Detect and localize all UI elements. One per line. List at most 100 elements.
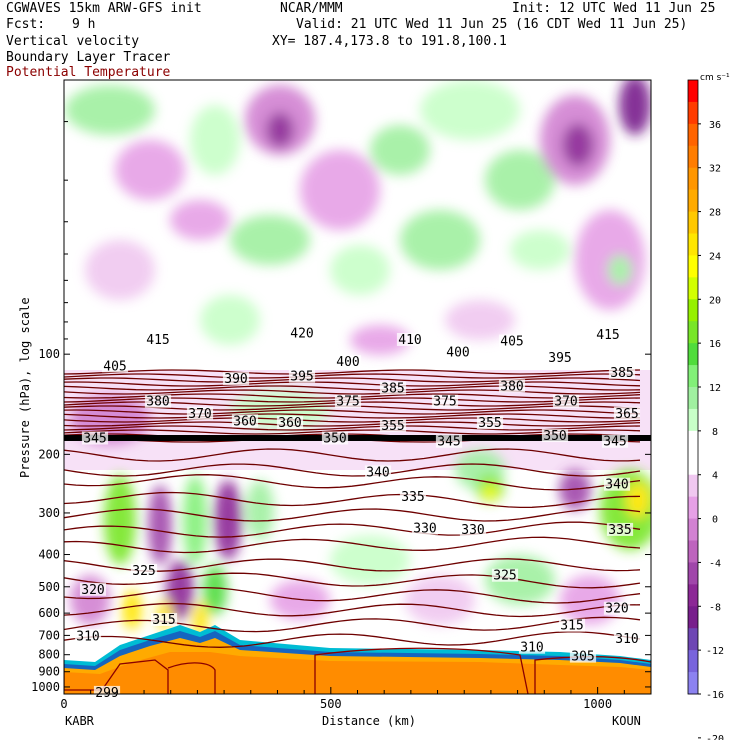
colorbar-label: -12 [706, 646, 724, 657]
colorbar-swatch [688, 145, 698, 169]
theta-label: 325 [132, 564, 155, 579]
y-tick-label: 900 [38, 665, 60, 679]
theta-label: 390 [224, 372, 247, 387]
theta-label: 380 [500, 379, 523, 394]
header-valid: Valid: 21 UTC Wed 11 Jun 25 (16 CDT Wed … [296, 17, 688, 32]
theta-contour-line [64, 631, 641, 648]
colorbar-swatch [688, 518, 698, 541]
x-end-label-right: KOUN [612, 714, 641, 728]
theta-label: 310 [76, 629, 99, 644]
y-tick-label: 700 [38, 628, 60, 642]
colorbar-swatch [688, 540, 698, 563]
theta-contour-line [64, 463, 641, 477]
theta-label: 345 [437, 435, 460, 450]
colorbar-swatch [688, 650, 698, 673]
theta-label: 305 [571, 650, 594, 665]
theta-contour-line [64, 373, 641, 379]
theta-label: 310 [520, 641, 543, 656]
theta-label: 350 [543, 429, 566, 444]
colorbar-swatch [688, 255, 698, 278]
header-field-potential-temperature: Potential Temperature [6, 65, 171, 80]
header-field-boundary-layer: Boundary Layer Tracer [6, 50, 171, 65]
theta-labels: 415 420 410 405 415 405 400 400 395 390 395 385 380 3… [74, 326, 641, 701]
colorbar-label: 36 [709, 120, 721, 131]
colorbar-label: 12 [709, 383, 721, 394]
colorbar-label: 16 [709, 339, 721, 350]
y-tick-label: 600 [38, 606, 60, 620]
colorbar-label: 8 [712, 427, 718, 438]
tropopause-band [64, 435, 651, 441]
theta-label: 370 [188, 407, 211, 422]
x-tick-label: 1000 [583, 697, 612, 711]
theta-label: 340 [605, 478, 628, 493]
theta-label: 405 [103, 359, 126, 374]
theta-contour-line [64, 448, 641, 462]
colorbar-label: 0 [712, 515, 718, 526]
theta-label: 370 [554, 395, 577, 410]
theta-contour-line [64, 508, 641, 522]
x-end-label-left: KABR [65, 714, 94, 728]
theta-label: 350 [323, 432, 346, 447]
theta-contour-line [64, 409, 641, 415]
theta-label: 330 [461, 523, 484, 538]
header-xy: XY= 187.4,173.8 to 191.8,100.1 [272, 34, 507, 49]
colorbar-swatch [688, 80, 698, 103]
theta-label: 385 [610, 366, 633, 381]
colorbar-swatch [688, 430, 698, 454]
y-tick-label: 300 [38, 506, 60, 520]
x-tick-label: 0 [60, 697, 67, 711]
colorbar-swatch [688, 233, 698, 256]
theta-label: 299 [95, 686, 118, 701]
y-tick-label: 1000 [31, 680, 60, 694]
x-axis-ticks: 0 500 1000 [60, 687, 652, 711]
theta-label: 310 [615, 632, 638, 647]
y-tick-label: 800 [38, 648, 60, 662]
theta-label: 375 [336, 395, 359, 410]
colorbar-swatch [688, 211, 698, 234]
colorbar-label: -16 [706, 690, 724, 701]
theta-contour-line [64, 491, 641, 509]
colorbar-swatch [688, 606, 698, 629]
colorbar-swatch [688, 387, 698, 410]
theta-label: 405 [500, 335, 523, 350]
colorbar-swatch [688, 672, 698, 695]
theta-label: 345 [603, 435, 626, 450]
theta-contour-line [64, 369, 641, 375]
theta-label: 355 [381, 419, 404, 434]
y-axis-label: Pressure (hPa), log scale [18, 297, 32, 478]
colorbar-swatch [688, 628, 698, 651]
y-tick-label: 400 [38, 548, 60, 562]
header-fcst-label: Fcst: [6, 17, 46, 32]
x-tick-label: 500 [320, 697, 342, 711]
theta-contour-line [64, 389, 641, 395]
colorbar-swatch [688, 365, 698, 388]
theta-label: 365 [615, 407, 638, 422]
theta-label: 345 [83, 432, 106, 447]
theta-label: 360 [278, 416, 301, 431]
colorbar-label: -8 [709, 602, 721, 613]
theta-label: 400 [446, 345, 469, 360]
theta-contour-line [64, 385, 641, 391]
theta-contour-line [64, 536, 641, 554]
colorbar-swatch [688, 189, 698, 213]
theta-label: 335 [608, 523, 631, 538]
header-model: CGWAVES 15km ARW-GFS init [6, 1, 202, 16]
theta-contour-line [64, 521, 641, 538]
theta-contour-line [64, 587, 641, 604]
x-axis-label: Distance (km) [322, 714, 416, 728]
colorbar-swatch [688, 277, 698, 300]
header-init: Init: 12 UTC Wed 11 Jun 25 [512, 1, 716, 16]
theta-contour-line [64, 474, 641, 491]
theta-label: 355 [478, 416, 501, 431]
theta-contour-line [64, 572, 641, 589]
header-fcst-value: 9 h [72, 17, 96, 32]
colorbar-label: -4 [709, 558, 721, 569]
colorbar-label: 28 [709, 208, 721, 219]
theta-contour-line [64, 602, 641, 618]
theta-label: 410 [398, 333, 421, 348]
colorbar-swatch [688, 474, 698, 498]
theta-label: 380 [146, 395, 169, 410]
colorbar-swatch [688, 299, 698, 322]
